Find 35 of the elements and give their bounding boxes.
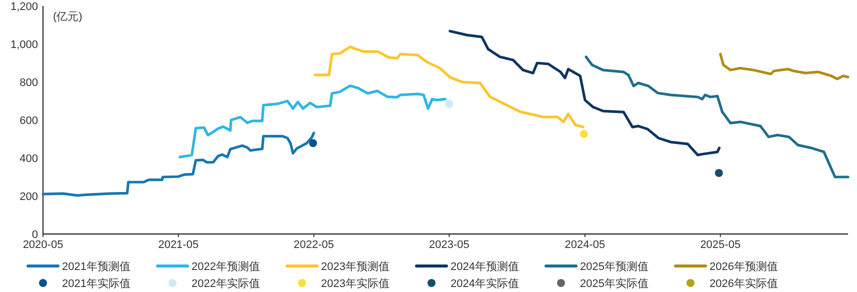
legend-label: 2024年实际值 (450, 277, 519, 290)
legend-label: 2023年预测值 (321, 261, 390, 273)
x-tick-label: 2025-05 (700, 239, 741, 251)
legend-label: 2026年预测值 (710, 261, 778, 273)
line-series (448, 30, 721, 156)
x-tick-label: 2021-05 (158, 239, 199, 251)
x-tick-label: 2022-05 (294, 239, 334, 251)
legend-label: 2026年实际值 (710, 277, 778, 290)
legend-label: 2023年实际值 (321, 277, 390, 290)
x-tick-label: 2020-05 (22, 239, 64, 251)
point (580, 130, 588, 138)
y-tick-label: 200 (20, 191, 38, 203)
x-tick-label: 2024-05 (564, 239, 606, 251)
point (445, 100, 454, 108)
y-axis-title: (亿元) (53, 11, 82, 23)
x-tick-label: 2023-05 (429, 239, 470, 251)
legend-label: 2021年实际值 (62, 277, 130, 290)
legend-label: 2025年实际值 (580, 277, 648, 290)
line-series (719, 52, 850, 80)
y-tick-label: 1,200 (10, 1, 38, 13)
y-tick-label: 600 (20, 115, 38, 127)
point (309, 139, 318, 148)
line-series (584, 56, 850, 178)
point (714, 169, 723, 178)
line-series (42, 132, 316, 197)
legend-label: 2024年预测值 (450, 261, 519, 273)
y-tick-label: 0 (32, 229, 38, 241)
legend-label: 2025年预测值 (580, 261, 648, 273)
legend-label: 2022年实际值 (192, 277, 260, 290)
y-tick-label: 800 (20, 77, 38, 89)
legend-label: 2022年预测值 (192, 261, 260, 273)
legend-label: 2021年预测值 (62, 261, 130, 273)
y-tick-label: 400 (20, 153, 38, 165)
line-series (314, 46, 584, 128)
y-tick-label: 1,000 (10, 39, 38, 51)
